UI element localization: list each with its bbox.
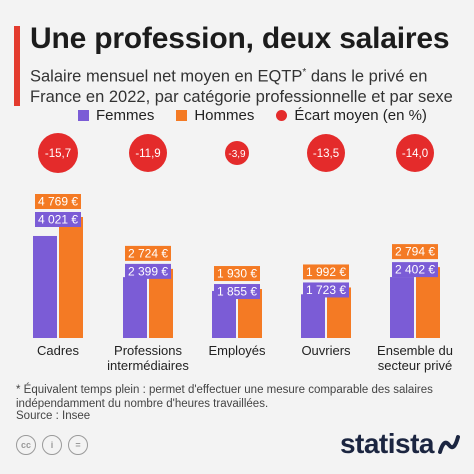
- data-label-femmes: 2 402 €: [395, 263, 435, 277]
- ecart-circle: [307, 134, 345, 172]
- cc-icon[interactable]: cc: [16, 435, 36, 455]
- legend-label-ecart: Écart moyen (en %): [294, 107, 427, 124]
- source: Source : Insee: [16, 410, 91, 422]
- ecart-label: -11,9: [135, 148, 160, 160]
- legend-item-femmes: Femmes: [78, 107, 154, 124]
- bar-femmes: [390, 277, 414, 338]
- ecart-label: -13,5: [313, 148, 339, 160]
- statista-logo[interactable]: statista: [339, 428, 435, 459]
- legend-swatch-hommes: [176, 110, 188, 121]
- data-label-femmes: 4 021 €: [38, 213, 78, 227]
- bar-chart: 4 769 € 4 021 € -15,7 Cadres 2 724 € 2 399 € -…: [33, 133, 453, 373]
- legend-swatch-ecart: [276, 110, 288, 121]
- data-label-hommes: 2 724 €: [128, 246, 168, 260]
- title-accent-bar: [14, 26, 20, 106]
- label-box-hommes: [392, 244, 438, 260]
- attribution-icon[interactable]: i: [42, 435, 62, 455]
- label-box-femmes: [214, 284, 260, 300]
- label-box-hommes: [35, 194, 81, 209]
- ecart-circle: [38, 133, 78, 173]
- bar-hommes: [416, 267, 440, 338]
- chart-subtitle: Salaire mensuel net moyen en EQTP* dans …: [30, 67, 453, 106]
- label-box-femmes: [125, 263, 171, 279]
- data-label-femmes: 2 399 €: [128, 264, 168, 278]
- category-label: Professions: [114, 343, 182, 358]
- ecart-circle: [129, 134, 167, 172]
- label-box-femmes: [303, 282, 349, 298]
- ecart-circle: [225, 141, 249, 165]
- statista-logo-icon: [438, 435, 460, 454]
- legend-item-ecart: Écart moyen (en %): [276, 107, 427, 124]
- license-icons: cc i =: [16, 435, 88, 455]
- bar-hommes: [149, 268, 173, 338]
- label-box-hommes: [214, 266, 260, 282]
- data-label-hommes: 2 794 €: [395, 245, 435, 259]
- category-label: Employés: [208, 343, 266, 358]
- data-label-hommes: 1 992 €: [306, 265, 346, 279]
- data-label-femmes: 1 723 €: [306, 283, 346, 297]
- legend: Femmes Hommes Écart moyen (en %): [78, 107, 427, 124]
- data-label-hommes: 4 769 €: [38, 195, 78, 209]
- category-label: intermédiaires: [107, 358, 189, 373]
- bar-femmes: [301, 294, 325, 338]
- chart-title: Une profession, deux salaires: [30, 22, 450, 55]
- legend-label-hommes: Hommes: [194, 107, 255, 124]
- ecart-label: -3,9: [228, 149, 246, 160]
- data-label-hommes: 1 930 €: [217, 267, 257, 281]
- data-label-femmes: 1 855 €: [217, 285, 257, 299]
- no-derivatives-icon[interactable]: =: [68, 435, 88, 455]
- bar-hommes: [59, 217, 83, 338]
- category-label: secteur privé: [378, 358, 452, 373]
- ecart-label: -15,7: [45, 148, 71, 160]
- legend-label-femmes: Femmes: [96, 107, 155, 124]
- footnote: * Équivalent temps plein : permet d'effe…: [16, 384, 433, 410]
- category-label: Ouvriers: [301, 343, 351, 358]
- label-box-hommes: [125, 245, 171, 261]
- label-box-femmes: [392, 262, 438, 278]
- category-label: Cadres: [37, 343, 79, 358]
- bar-femmes: [33, 235, 57, 338]
- bar-femmes: [123, 277, 147, 338]
- label-box-hommes: [303, 264, 349, 280]
- ecart-circle: [396, 134, 434, 172]
- legend-item-hommes: Hommes: [176, 107, 254, 124]
- category-label: Ensemble du: [377, 343, 453, 358]
- legend-swatch-femmes: [78, 110, 89, 121]
- ecart-label: -14,0: [402, 148, 428, 160]
- label-box-femmes: [35, 212, 81, 227]
